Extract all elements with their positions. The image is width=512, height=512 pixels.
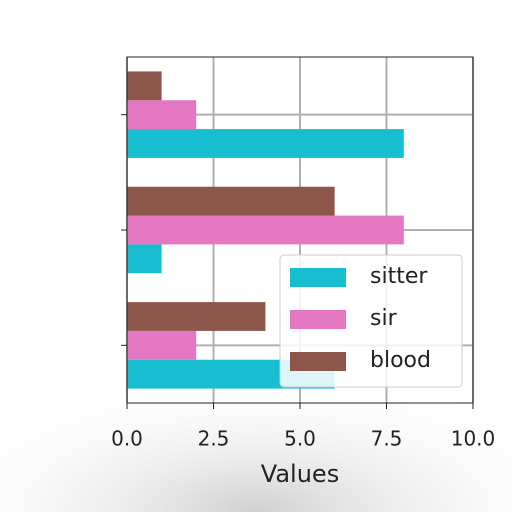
x-tick-label: 5.0 — [284, 427, 316, 451]
bar — [127, 330, 197, 360]
bar — [127, 129, 404, 158]
legend: sitter sir blood — [279, 254, 463, 388]
legend-swatch — [290, 268, 346, 287]
bar — [127, 100, 197, 130]
legend-label: sitter — [370, 264, 428, 289]
legend-swatch — [290, 352, 346, 371]
x-tick-label: 0.0 — [111, 427, 143, 451]
bar — [127, 71, 162, 101]
legend-label: sir — [370, 306, 398, 331]
x-axis-label: Values — [261, 460, 339, 488]
bar — [127, 186, 335, 216]
x-tick-label: 2.5 — [198, 427, 230, 451]
x-tick-label: 7.5 — [371, 427, 403, 451]
legend-swatch — [290, 310, 346, 329]
x-tick-label: 10.0 — [451, 427, 496, 451]
legend-label: blood — [370, 348, 431, 373]
bar — [127, 302, 266, 331]
bar — [127, 215, 404, 245]
bar — [127, 244, 162, 274]
